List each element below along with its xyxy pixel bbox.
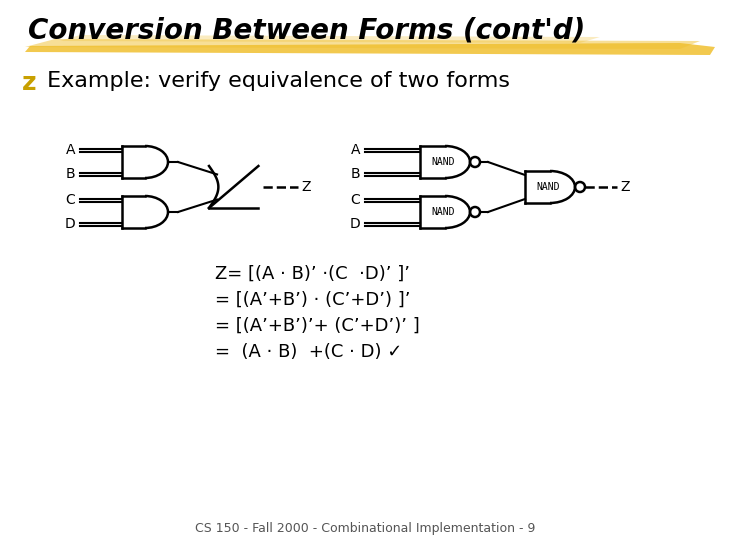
Text: D: D: [349, 217, 360, 231]
Text: B: B: [350, 167, 360, 181]
Text: Conversion Between Forms (cont'd): Conversion Between Forms (cont'd): [28, 17, 585, 45]
Text: Example: verify equivalence of two forms: Example: verify equivalence of two forms: [40, 71, 510, 91]
Text: NAND: NAND: [431, 157, 455, 167]
Text: = [(A’+B’) · (C’+D’) ]’: = [(A’+B’) · (C’+D’) ]’: [215, 291, 410, 309]
Text: Z: Z: [301, 180, 310, 194]
Text: C: C: [65, 193, 75, 207]
Polygon shape: [60, 35, 600, 43]
Text: Z= [(A · B)’ ·(C  ·D)’ ]’: Z= [(A · B)’ ·(C ·D)’ ]’: [215, 265, 410, 283]
Text: = [(A’+B’)’+ (C’+D’)’ ]: = [(A’+B’)’+ (C’+D’)’ ]: [215, 317, 420, 335]
Polygon shape: [25, 43, 715, 55]
Text: A: A: [350, 143, 360, 157]
Text: B: B: [66, 167, 75, 181]
Text: NAND: NAND: [537, 182, 560, 192]
Text: z: z: [22, 71, 36, 95]
Text: D: D: [64, 217, 75, 231]
Text: =  (A · B)  +(C · D) ✓: = (A · B) +(C · D) ✓: [215, 343, 402, 361]
Text: Z: Z: [620, 180, 629, 194]
Polygon shape: [25, 39, 700, 49]
Text: C: C: [350, 193, 360, 207]
Text: A: A: [66, 143, 75, 157]
Text: CS 150 - Fall 2000 - Combinational Implementation - 9: CS 150 - Fall 2000 - Combinational Imple…: [195, 522, 535, 535]
Text: NAND: NAND: [431, 207, 455, 217]
